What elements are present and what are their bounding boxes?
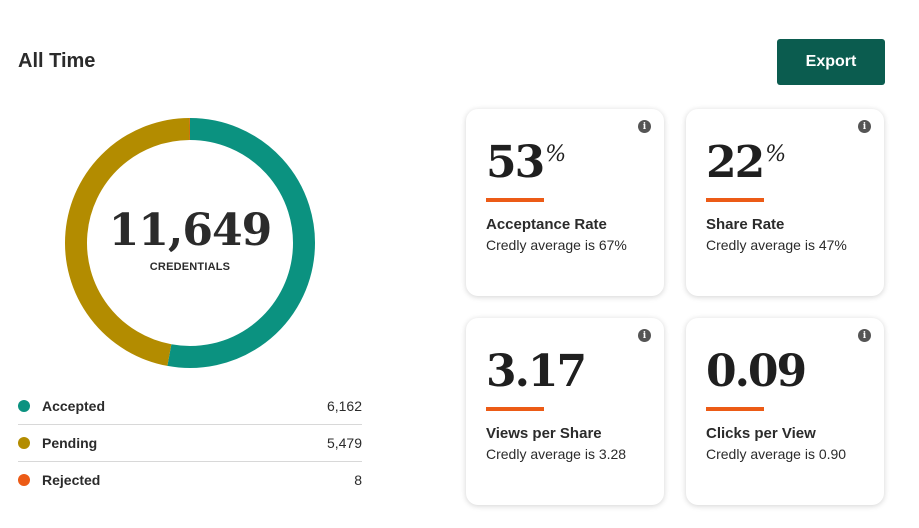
- metric-card-views-per-share: i 3.17 Views per Share Credly average is…: [466, 318, 664, 505]
- info-icon[interactable]: i: [858, 329, 871, 342]
- donut-center: 11,649 CREDENTIALS: [64, 117, 316, 369]
- metric-card-acceptance-rate: i 53% Acceptance Rate Credly average is …: [466, 109, 664, 296]
- metric-card-clicks-per-view: i 0.09 Clicks per View Credly average is…: [686, 318, 884, 505]
- metric-value: 0.09: [706, 346, 807, 397]
- accent-bar: [706, 407, 764, 411]
- metric-average: Credly average is 0.90: [706, 446, 847, 462]
- export-button[interactable]: Export: [777, 39, 885, 85]
- pending-dot-icon: [18, 437, 30, 449]
- legend-item-rejected: Rejected 8: [18, 462, 362, 498]
- info-icon[interactable]: i: [638, 120, 651, 133]
- accepted-dot-icon: [18, 400, 30, 412]
- metric-label: Clicks per View: [706, 425, 816, 442]
- metric-average: Credly average is 47%: [706, 237, 847, 253]
- legend-item-accepted: Accepted 6,162: [18, 388, 362, 425]
- rejected-dot-icon: [18, 474, 30, 486]
- legend-value: 8: [354, 472, 362, 488]
- donut-svg: [65, 118, 315, 368]
- credentials-donut-chart: 11,649 CREDENTIALS: [64, 117, 316, 369]
- info-icon[interactable]: i: [638, 329, 651, 342]
- donut-total: 11,649: [108, 205, 272, 256]
- legend-item-pending: Pending 5,479: [18, 425, 362, 462]
- legend-label: Accepted: [42, 398, 106, 414]
- metric-label: Share Rate: [706, 216, 785, 233]
- legend-label: Rejected: [42, 472, 101, 488]
- metric-value: 53%: [486, 137, 567, 188]
- metric-label: Acceptance Rate: [486, 216, 607, 233]
- metric-average: Credly average is 3.28: [486, 446, 627, 462]
- info-icon[interactable]: i: [858, 120, 871, 133]
- page-title: All Time: [18, 50, 96, 72]
- legend-label: Pending: [42, 435, 98, 451]
- metric-value: 3.17: [486, 346, 587, 397]
- metric-card-share-rate: i 22% Share Rate Credly average is 47%: [686, 109, 884, 296]
- donut-legend: Accepted 6,162 Pending 5,479 Rejected 8: [18, 388, 362, 498]
- legend-value: 5,479: [326, 435, 362, 451]
- donut-caption: CREDENTIALS: [149, 261, 231, 273]
- metric-average: Credly average is 67%: [486, 237, 627, 253]
- legend-value: 6,162: [326, 398, 362, 414]
- metric-value: 22%: [706, 137, 787, 188]
- accent-bar: [486, 198, 544, 202]
- metric-label: Views per Share: [486, 425, 602, 442]
- donut-slice-accepted: [167, 118, 315, 368]
- accent-bar: [706, 198, 764, 202]
- donut-slice-pending: [65, 118, 190, 366]
- accent-bar: [486, 407, 544, 411]
